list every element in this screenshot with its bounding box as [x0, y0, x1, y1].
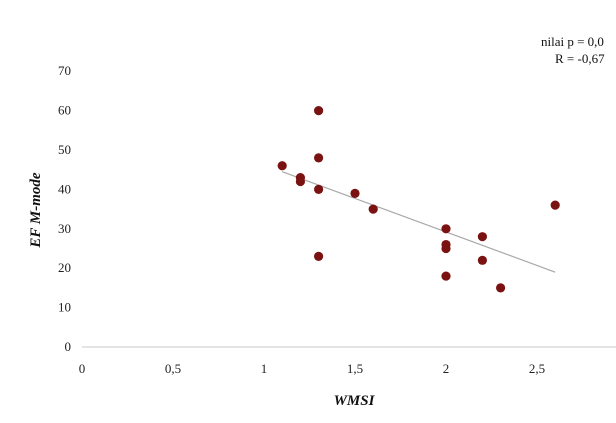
x-axis-title: WMSI: [334, 393, 376, 409]
data-point: [441, 243, 451, 254]
data-point: [314, 106, 324, 116]
data-point: [496, 283, 506, 293]
x-tick-label: 0: [79, 361, 86, 376]
data-point: [350, 188, 360, 198]
data-point: [441, 224, 451, 234]
y-axis-title: EF M-mode: [28, 172, 44, 248]
x-axis-ticks: 0 0,5 1 1,5 2 2,5: [79, 361, 545, 376]
trendline: [281, 171, 556, 273]
data-point: [477, 232, 487, 242]
y-tick-label: 70: [58, 63, 71, 78]
data-point: [314, 251, 324, 261]
x-tick-label: 1: [261, 361, 268, 376]
data-point: [277, 161, 287, 171]
p-value-annotation: nilai p = 0,0: [541, 34, 604, 49]
y-tick-label: 10: [58, 300, 71, 315]
y-axis-ticks: 0 10 20 30 40 50 60 70: [58, 63, 71, 354]
r-value-annotation: R = -0,67: [555, 51, 605, 66]
data-point: [368, 204, 378, 214]
y-tick-label: 40: [58, 181, 71, 196]
y-tick-label: 60: [58, 103, 71, 118]
data-point: [295, 176, 305, 187]
y-tick-label: 20: [58, 260, 71, 275]
x-tick-label: 2: [443, 361, 450, 376]
x-tick-label: 2,5: [529, 361, 545, 376]
x-tick-label: 0,5: [165, 361, 181, 376]
y-tick-label: 30: [58, 221, 71, 236]
y-tick-label: 0: [65, 339, 72, 354]
data-point: [314, 153, 324, 163]
x-tick-label: 1,5: [347, 361, 363, 376]
y-tick-label: 50: [58, 142, 71, 157]
data-point: [550, 200, 560, 210]
data-point: [441, 271, 451, 281]
data-point: [314, 184, 324, 194]
data-point: [477, 255, 487, 265]
data-points: [277, 106, 560, 293]
